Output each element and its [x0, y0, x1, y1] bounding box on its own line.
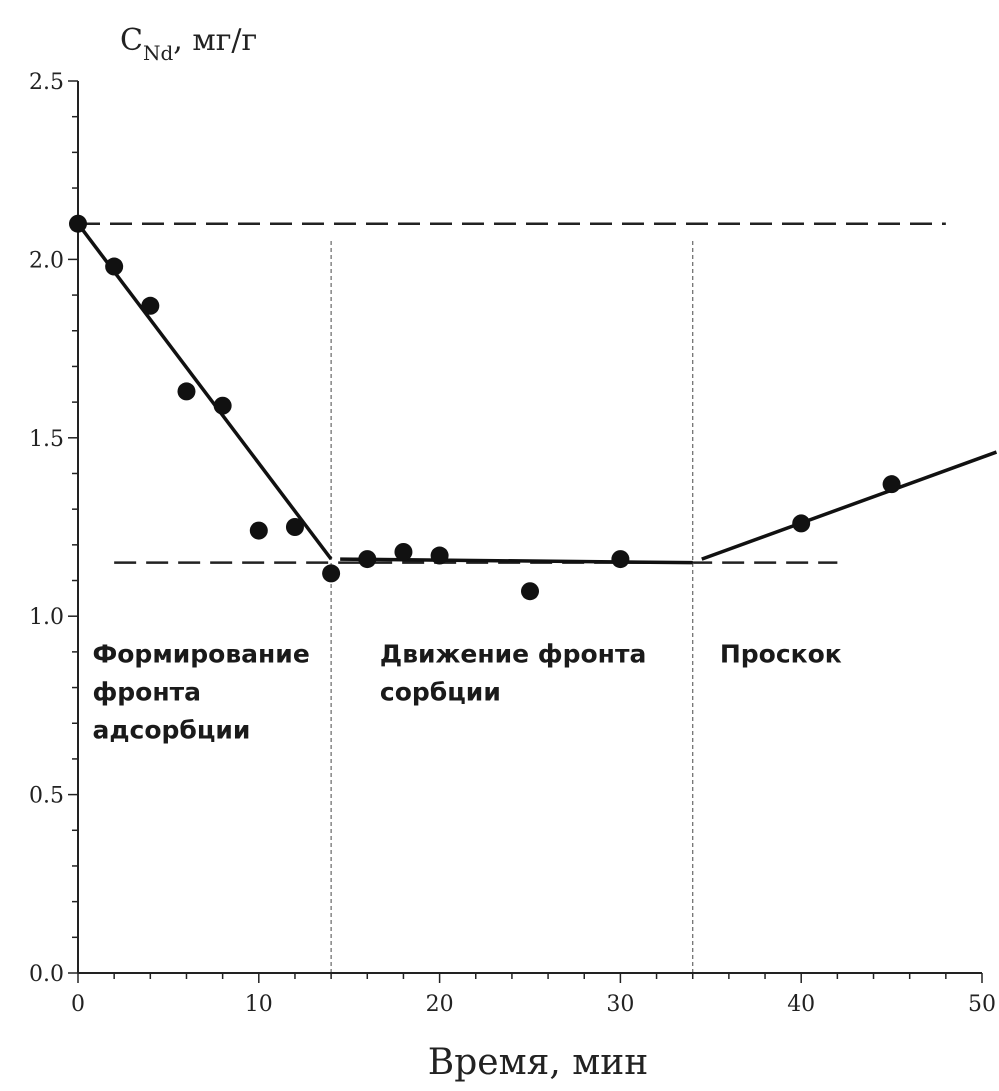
data-point: [249, 521, 268, 540]
y-axis-title: CNd, мг/г: [120, 23, 257, 65]
data-points: [69, 214, 901, 601]
data-point: [177, 382, 196, 401]
data-point: [882, 475, 901, 494]
data-point: [611, 550, 630, 569]
data-point: [141, 296, 160, 315]
y-tick-label: 1.0: [29, 605, 64, 630]
data-point: [105, 257, 124, 276]
trend-line: [340, 557, 693, 565]
region-annotation-line: фронта: [92, 678, 201, 707]
region-annotation-line: Формирование: [92, 640, 309, 669]
y-tick-label: 2.0: [29, 248, 64, 273]
data-point: [792, 514, 811, 533]
data-point: [322, 564, 341, 583]
x-tick-label: 40: [787, 992, 815, 1017]
trend-lines: [76, 222, 998, 565]
region-annotation-line: сорбции: [380, 678, 501, 707]
data-point: [213, 396, 232, 415]
data-point: [358, 550, 377, 569]
region-annotation: Движение фронта сорбции: [380, 640, 646, 707]
y-tick-label: 0.0: [29, 962, 64, 987]
y-axis-title-main: C: [120, 23, 143, 58]
x-tick-label: 50: [968, 992, 996, 1017]
svg-text:CNd, мг/г: CNd, мг/г: [120, 23, 257, 65]
trend-line: [76, 222, 333, 561]
y-tick-label: 2.5: [29, 70, 64, 95]
region-annotation: Формирование фронта адсорбции: [92, 640, 309, 745]
data-point: [394, 542, 413, 561]
reference-lines: [78, 222, 946, 973]
y-axis-title-unit: , мг/г: [173, 23, 257, 58]
trend-line: [701, 450, 998, 561]
x-tick-label: 0: [71, 992, 85, 1017]
data-point: [69, 214, 87, 233]
data-point: [285, 518, 304, 536]
data-point: [430, 546, 449, 565]
x-tick-label: 10: [245, 992, 273, 1017]
data-point: [521, 582, 539, 601]
y-tick-label: 1.5: [29, 427, 64, 452]
region-annotation-line: Проскок: [720, 640, 842, 669]
region-annotation-line: Движение фронта: [380, 640, 646, 669]
x-tick-label: 30: [606, 992, 634, 1017]
y-axis-title-subscript: Nd: [143, 41, 174, 65]
x-axis-title: Время, мин: [428, 1042, 648, 1083]
annotations: Формирование фронта адсорбции Движение фрон…: [92, 640, 841, 745]
x-tick-label: 20: [426, 992, 454, 1017]
axes: 0.0 0.5 1.0 1.5 2.0 2.5 0 10 20 30 40 50: [29, 70, 996, 1017]
y-tick-label: 0.5: [29, 784, 64, 809]
region-annotation-line: адсорбции: [92, 716, 250, 745]
region-annotation: Проскок: [720, 640, 842, 669]
